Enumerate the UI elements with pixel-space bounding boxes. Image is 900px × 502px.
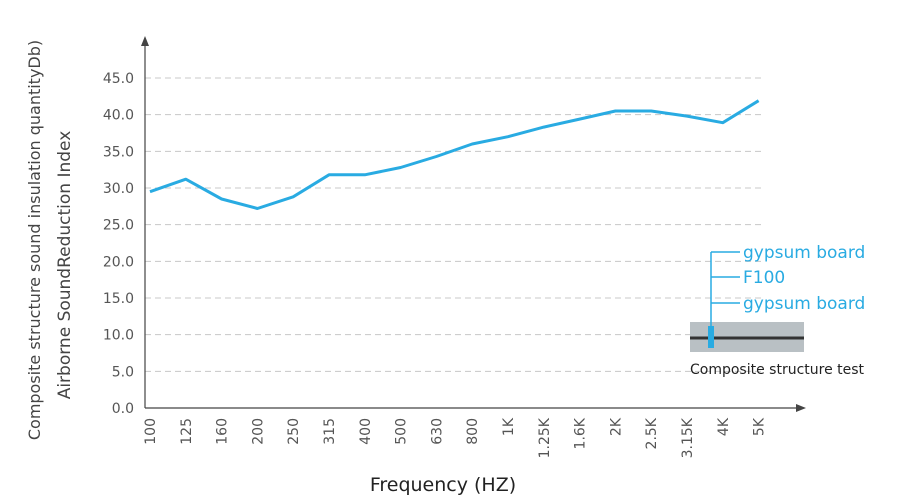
- x-tick-label: 200: [250, 418, 266, 445]
- structure-legend: gypsum board F100 gypsum board Composite…: [690, 243, 865, 378]
- grid-lines: [145, 77, 765, 372]
- x-tick-label: 5K: [752, 417, 768, 436]
- y-tick-label: 10.0: [103, 328, 134, 344]
- x-tick-label: 1K: [501, 417, 517, 436]
- x-tick-label: 800: [465, 418, 481, 445]
- x-tick-label: 3.15K: [680, 417, 696, 458]
- y-tick-labels: 0.0 5.0 10.0 15.0 20.0 25.0 30.0 35.0 40.0 45.0: [103, 71, 134, 417]
- x-tick-label: 500: [394, 418, 410, 445]
- x-axis-title: Frequency (HZ): [370, 474, 516, 496]
- x-tick-label: 125: [179, 418, 195, 445]
- x-tick-label: 2K: [608, 417, 624, 436]
- x-tick-label: 160: [215, 418, 231, 445]
- y-tick-label: 35.0: [103, 144, 134, 160]
- x-tick-label: 400: [358, 418, 374, 445]
- x-axis-arrow: [796, 404, 806, 412]
- legend-label-gypsum-bottom: gypsum board: [743, 294, 865, 314]
- y-axis-title-line1: Composite structure sound insulation qua…: [25, 40, 44, 440]
- x-tick-label: 630: [429, 418, 445, 445]
- y-tick-label: 40.0: [103, 108, 134, 124]
- x-tick-label: 2.5K: [644, 417, 660, 449]
- x-tick-labels: 100 125 160 200 250 315 400 500 630 800 1K 1.25K 1.6…: [143, 417, 768, 458]
- y-tick-label: 30.0: [103, 181, 134, 197]
- x-tick-label: 100: [143, 418, 159, 445]
- y-tick-label: 15.0: [103, 291, 134, 307]
- y-tick-label: 45.0: [103, 71, 134, 87]
- y-tick-label: 0.0: [112, 401, 134, 417]
- x-tick-label: 1.6K: [573, 417, 589, 449]
- legend-marker: [708, 326, 714, 348]
- y-tick-label: 5.0: [112, 364, 134, 380]
- legend-label-f100: F100: [743, 268, 785, 288]
- x-tick-label: 4K: [716, 417, 732, 436]
- legend-label-gypsum-top: gypsum board: [743, 243, 865, 263]
- y-tick-label: 20.0: [103, 254, 134, 270]
- y-axis-arrow: [141, 36, 149, 46]
- x-tick-label: 1.25K: [537, 417, 553, 458]
- legend-caption: Composite structure test: [690, 362, 865, 378]
- x-tick-label: 315: [322, 418, 338, 445]
- x-tick-label: 250: [286, 418, 302, 445]
- series-line: [149, 99, 760, 210]
- y-axis-title-line2: Airborne SoundReduction Index: [55, 131, 75, 400]
- y-tick-label: 25.0: [103, 218, 134, 234]
